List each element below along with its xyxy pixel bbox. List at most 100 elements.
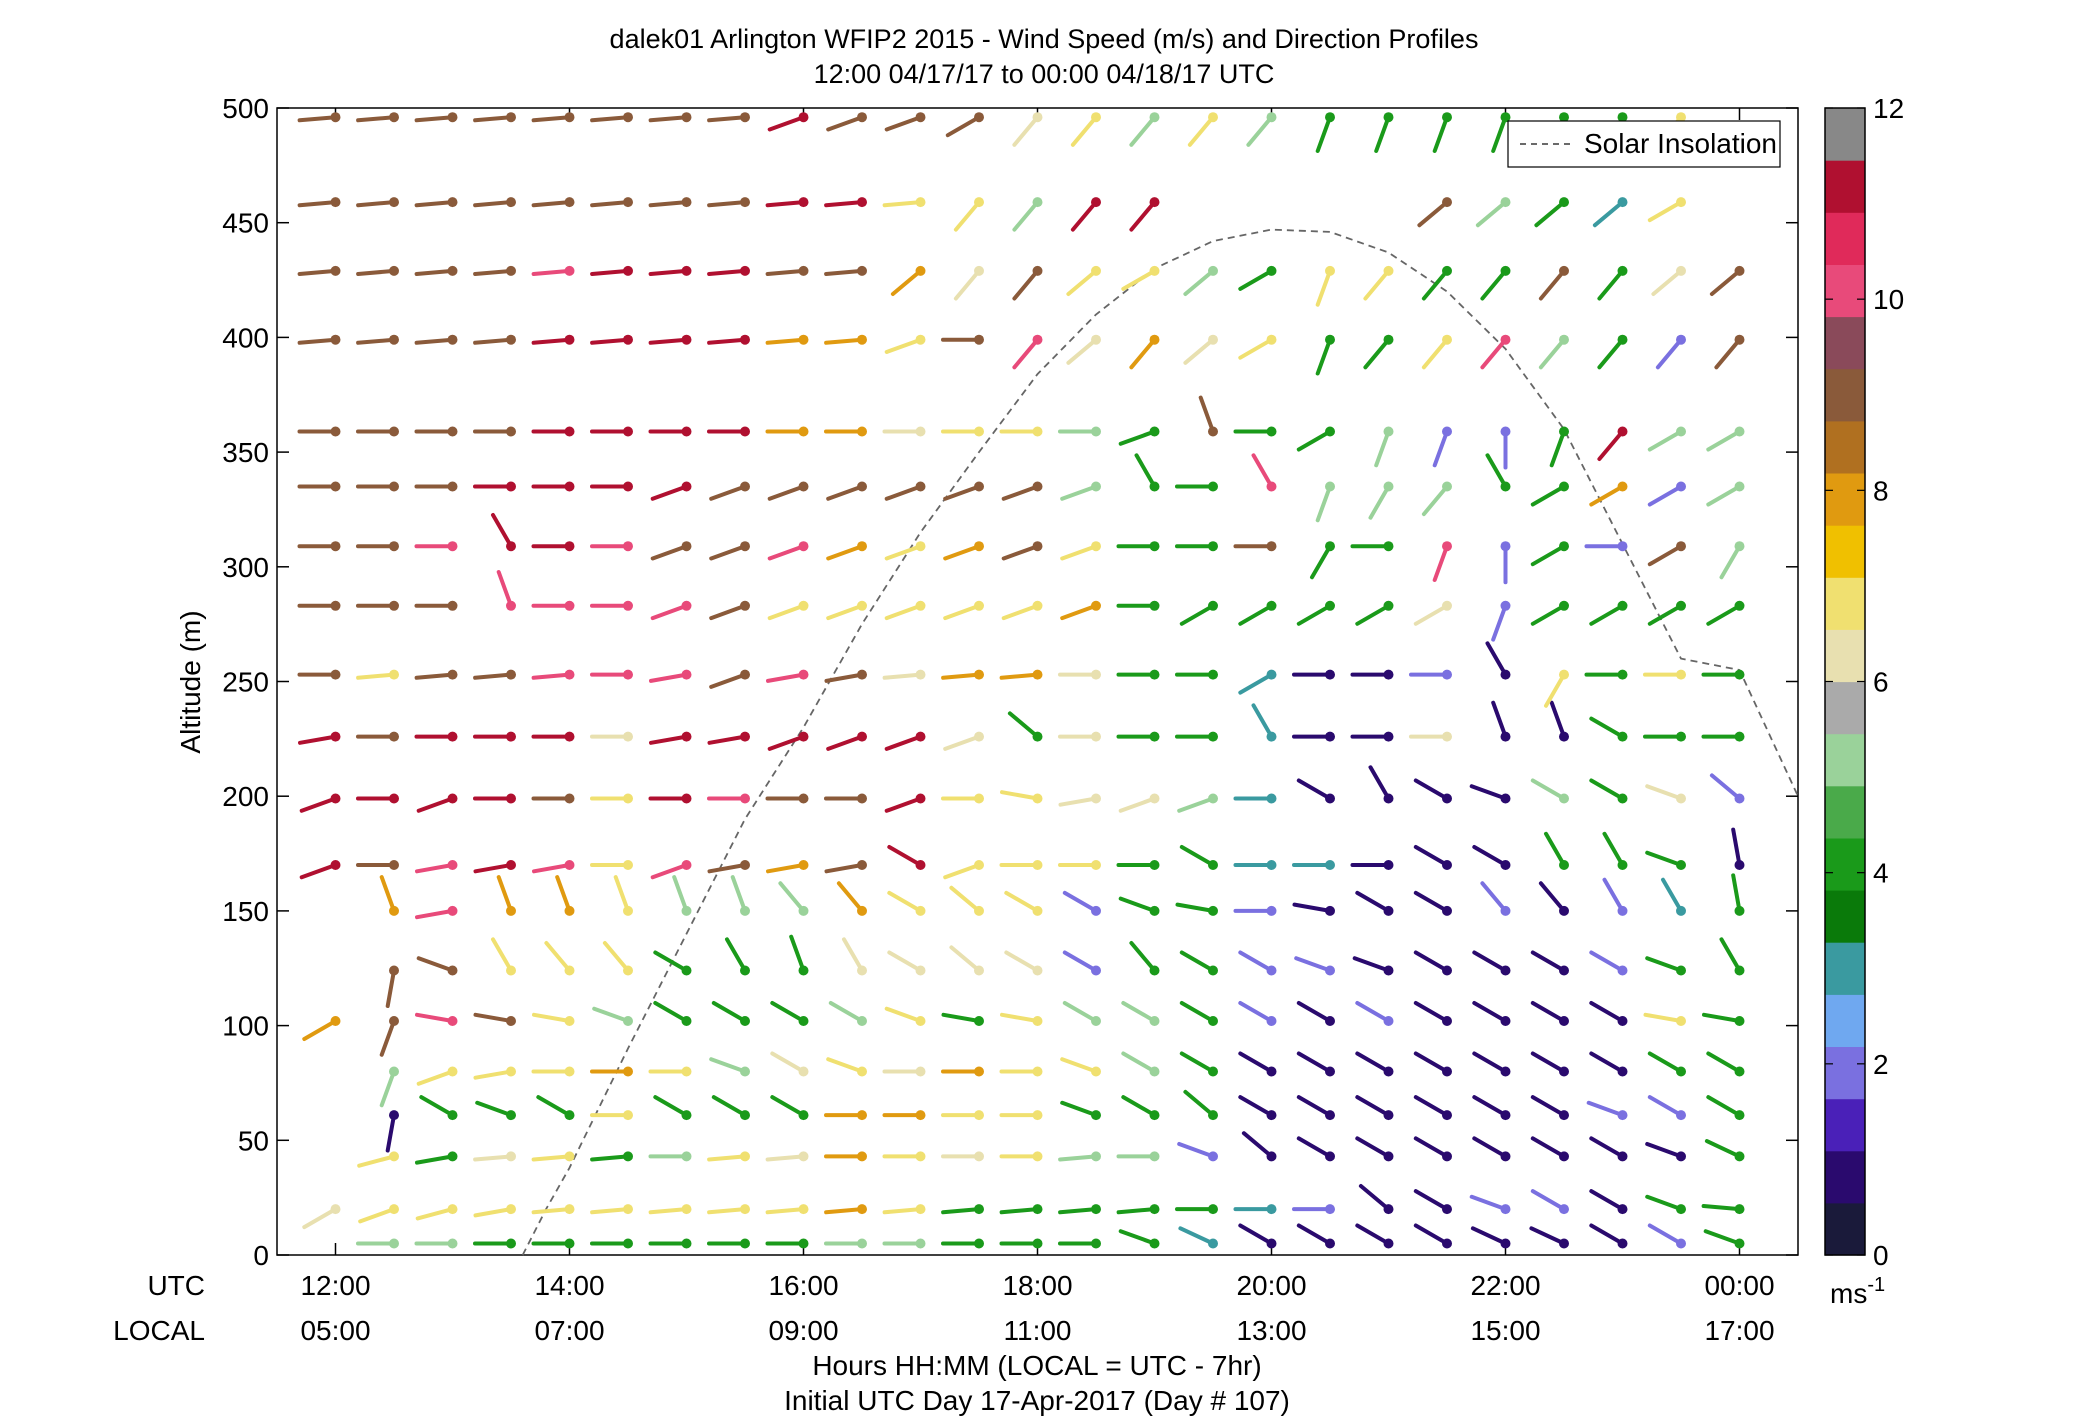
- wind-barb-stick: [648, 1207, 689, 1215]
- wind-barb-dot: [623, 541, 633, 552]
- wind-barb-dot: [1500, 334, 1511, 345]
- wind-barb-dot: [1500, 1238, 1511, 1249]
- wind-barb-dot: [1442, 541, 1452, 552]
- wind-barb-dot: [798, 1016, 809, 1026]
- wind-barb-stick: [1179, 950, 1215, 973]
- wind-barb-dot: [1442, 112, 1452, 123]
- wind-barb-dot: [1383, 669, 1394, 680]
- wind-barb-stick: [1731, 827, 1742, 867]
- wind-barb-dot: [1676, 1066, 1686, 1077]
- wind-barb-dot: [1500, 541, 1511, 552]
- wind-barb-dot: [1500, 426, 1511, 437]
- wind-barb-dot: [330, 541, 341, 552]
- colorbar-unit-exponent: -1: [1867, 1274, 1885, 1296]
- wind-barb-dot: [1383, 265, 1394, 276]
- wind-barb-dot: [1032, 481, 1043, 492]
- wind-barb-dot: [1734, 860, 1745, 870]
- wind-barb-dot: [798, 112, 809, 123]
- wind-barb-dot: [1442, 197, 1452, 208]
- wind-barb-dot: [1442, 1016, 1452, 1026]
- wind-barb-dot: [1500, 265, 1511, 276]
- wind-barb-dot: [1325, 112, 1335, 123]
- wind-barb-stick: [1001, 484, 1040, 501]
- wind-barb-dot: [389, 731, 399, 742]
- wind-barb-dot: [447, 860, 458, 870]
- wind-barb-stick: [299, 863, 338, 880]
- wind-barb-dot: [1442, 669, 1452, 680]
- wind-barb-stick: [1296, 1223, 1332, 1246]
- colorbar-band: [1825, 160, 1865, 213]
- wind-barb-dot: [564, 426, 575, 437]
- wind-barb-dot: [1383, 1110, 1394, 1121]
- wind-barb-dot: [1676, 112, 1686, 123]
- wind-barb-stick: [1363, 268, 1391, 301]
- wind-barb-dot: [1149, 905, 1160, 916]
- wind-barb-dot: [974, 541, 984, 552]
- y-tick-label: 400: [222, 322, 269, 353]
- wind-barb-dot: [447, 1016, 458, 1026]
- wind-barb-stick: [884, 734, 923, 751]
- wind-barb-dot: [1383, 1204, 1394, 1215]
- wind-barb-stick: [1118, 429, 1157, 446]
- wind-barb-stick: [1374, 115, 1391, 153]
- wind-barb-dot: [564, 860, 575, 870]
- wind-barb-stick: [1647, 603, 1683, 626]
- wind-barb-dot: [857, 112, 867, 123]
- wind-barb-dot: [1617, 1066, 1628, 1077]
- colorbar-tick-label: 10: [1873, 284, 1904, 315]
- wind-barb-stick: [531, 268, 572, 276]
- wind-barb-dot: [915, 600, 926, 611]
- wind-barb-stick: [709, 544, 747, 561]
- wind-barb-dot: [1676, 334, 1686, 345]
- wind-barb-stick: [1183, 337, 1215, 365]
- wind-barb-dot: [1676, 905, 1686, 916]
- wind-barb-dot: [915, 334, 926, 345]
- y-axis-label: Altitude (m): [175, 610, 206, 753]
- wind-barb-dot: [1383, 1066, 1394, 1077]
- wind-barb-stick: [709, 1057, 747, 1074]
- wind-barb-stick: [357, 1154, 396, 1168]
- wind-barb-stick: [1177, 1142, 1215, 1159]
- wind-barb-stick: [1530, 603, 1566, 626]
- wind-barb-dot: [623, 965, 633, 976]
- wind-barb-dot: [1266, 481, 1277, 492]
- wind-barb-stick: [1070, 115, 1098, 147]
- wind-barb-dot: [1266, 731, 1277, 742]
- colorbar-band: [1825, 994, 1865, 1047]
- wind-barb-dot: [740, 905, 750, 916]
- wind-barb-dot: [1032, 112, 1043, 123]
- wind-barb-dot: [447, 965, 458, 976]
- wind-barb-dot: [1091, 600, 1101, 611]
- wind-barb-dot: [1617, 112, 1628, 123]
- wind-barb-dot: [857, 1204, 867, 1215]
- wind-barb-stick: [707, 863, 747, 874]
- wind-barb-stick: [297, 115, 338, 123]
- wind-barb-stick: [1530, 1189, 1566, 1212]
- wind-barb-stick: [602, 941, 630, 973]
- wind-barb-stick: [496, 570, 513, 608]
- wind-barb-stick: [1062, 890, 1098, 913]
- wind-barb-stick: [1310, 544, 1332, 580]
- wind-barb-stick: [1292, 902, 1332, 913]
- wind-barb-stick: [1413, 1223, 1449, 1246]
- wind-barb-dot: [330, 1204, 341, 1215]
- wind-barb-dot: [857, 426, 867, 437]
- wind-barb-dot: [1442, 1110, 1452, 1121]
- x-utc-tick-label: 00:00: [1704, 1270, 1774, 1301]
- wind-barb-dot: [1091, 669, 1101, 680]
- wind-barb-dot: [506, 731, 516, 742]
- wind-barb-dot: [974, 669, 984, 680]
- wind-barb-dot: [1383, 112, 1394, 123]
- wind-barb-stick: [1413, 603, 1449, 626]
- wind-barb-stick: [356, 268, 396, 276]
- wind-barb-stick: [590, 115, 630, 123]
- wind-barb-stick: [555, 875, 572, 913]
- wind-barb-dot: [1617, 600, 1628, 611]
- wind-barb-dot: [1149, 1238, 1160, 1249]
- wind-barb-stick: [1472, 1136, 1508, 1159]
- wind-barb-dot: [1734, 669, 1745, 680]
- wind-barb-dot: [974, 1238, 984, 1249]
- wind-barb-stick: [1472, 950, 1508, 973]
- wind-barb-stick: [1352, 956, 1391, 973]
- wind-barb-dot: [389, 793, 399, 804]
